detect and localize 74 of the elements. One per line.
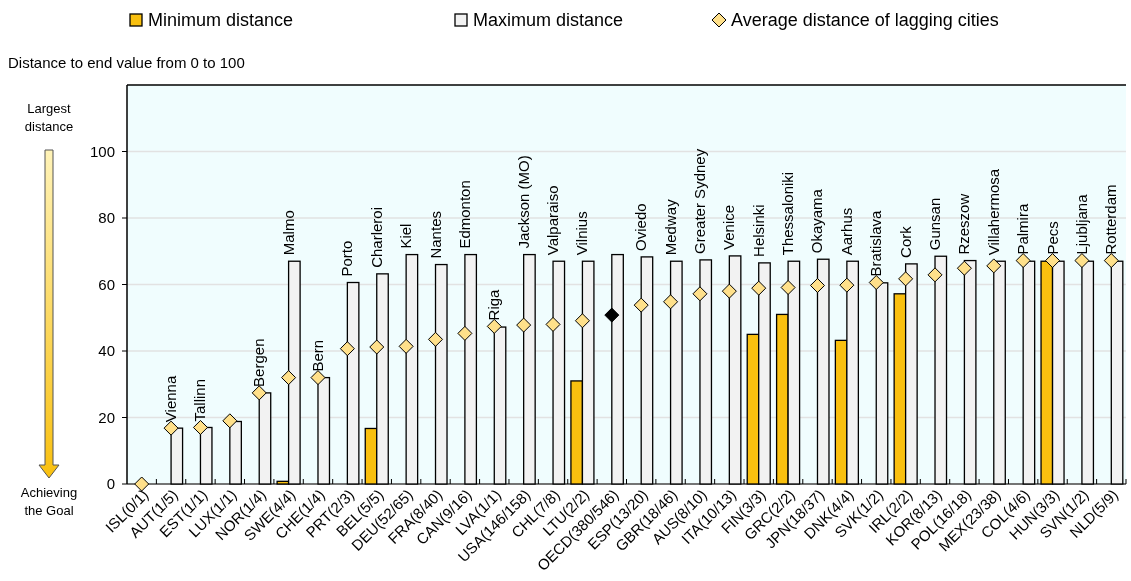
point	[868, 275, 884, 291]
y-tick-label: 100	[89, 142, 115, 160]
point	[751, 280, 767, 296]
legend-label: Average distance of lagging cities	[731, 10, 999, 31]
annotation: Aarhus	[837, 207, 855, 256]
annotation: Venice	[720, 204, 738, 250]
point	[310, 370, 326, 386]
point	[574, 313, 590, 329]
annotation: Riga	[485, 288, 503, 321]
annotation: Bratislava	[867, 209, 885, 277]
text: Achieving the Goal	[20, 485, 78, 518]
point	[251, 385, 267, 401]
y-tick-label: 60	[98, 275, 115, 293]
annotation: Bern	[308, 339, 326, 372]
y-tick-label: 40	[98, 342, 115, 360]
annotation: Porto	[338, 240, 356, 277]
legend-label: Maximum distance	[473, 10, 624, 31]
annotation: Rotterdam	[1102, 184, 1120, 255]
point	[516, 317, 532, 333]
annotation: Thessaloniki	[779, 171, 797, 256]
annotation: Ljubljana	[1072, 193, 1090, 255]
point	[428, 331, 444, 347]
point	[281, 370, 297, 386]
annotation: Jackson (MO)	[514, 155, 532, 249]
point	[1015, 253, 1031, 269]
point	[956, 260, 972, 276]
annotation: Nantes	[426, 211, 444, 259]
point	[839, 277, 855, 293]
chart-subtitle: Distance to end value from 0 to 100	[8, 54, 245, 71]
annotation: Helsinki	[749, 204, 767, 257]
point	[721, 283, 737, 299]
y-tick-label: 80	[98, 209, 115, 227]
point	[457, 325, 473, 341]
point	[545, 316, 561, 332]
annotation: Villahermosa	[984, 168, 1002, 256]
text: Largest distance	[24, 101, 74, 134]
annotation: Oviedo	[632, 203, 650, 251]
point	[927, 267, 943, 283]
point	[663, 294, 679, 310]
point	[369, 339, 385, 355]
annotation: Vienna	[162, 375, 180, 423]
point	[780, 279, 796, 295]
annotation: Pecs	[1043, 221, 1061, 255]
point	[1045, 253, 1061, 269]
annotation: Rzeszow	[955, 193, 973, 255]
annotation: Charleroi	[367, 207, 385, 268]
annotation: Valparaiso	[544, 185, 562, 256]
annotation: Vilnius	[573, 211, 591, 256]
annotation: Greater Sydney	[690, 148, 708, 254]
point	[398, 338, 414, 354]
point	[692, 286, 708, 302]
annotation: Kiel	[397, 223, 415, 249]
point	[809, 278, 825, 293]
annotation: Cork	[896, 225, 914, 258]
point	[898, 271, 914, 287]
annotation: Medway	[661, 198, 679, 256]
annotation: Bergen	[250, 338, 268, 387]
point	[222, 413, 238, 429]
y-tick-label: 20	[98, 408, 115, 426]
point	[1074, 253, 1090, 269]
annotation: Okayama	[808, 188, 826, 254]
annotation: Edmonton	[455, 180, 473, 249]
point	[1103, 253, 1119, 269]
point	[163, 420, 179, 436]
annotation: Malmo	[279, 210, 297, 256]
annotation: Palmira	[1014, 203, 1032, 255]
point	[339, 341, 355, 357]
annotation: Gunsan	[926, 197, 944, 251]
annotation: Tallinn	[191, 378, 209, 422]
point	[986, 258, 1002, 274]
y-tick-label: 0	[106, 475, 115, 493]
point	[633, 297, 649, 313]
point	[604, 307, 620, 323]
legend-label: Minimum distance	[148, 10, 294, 31]
